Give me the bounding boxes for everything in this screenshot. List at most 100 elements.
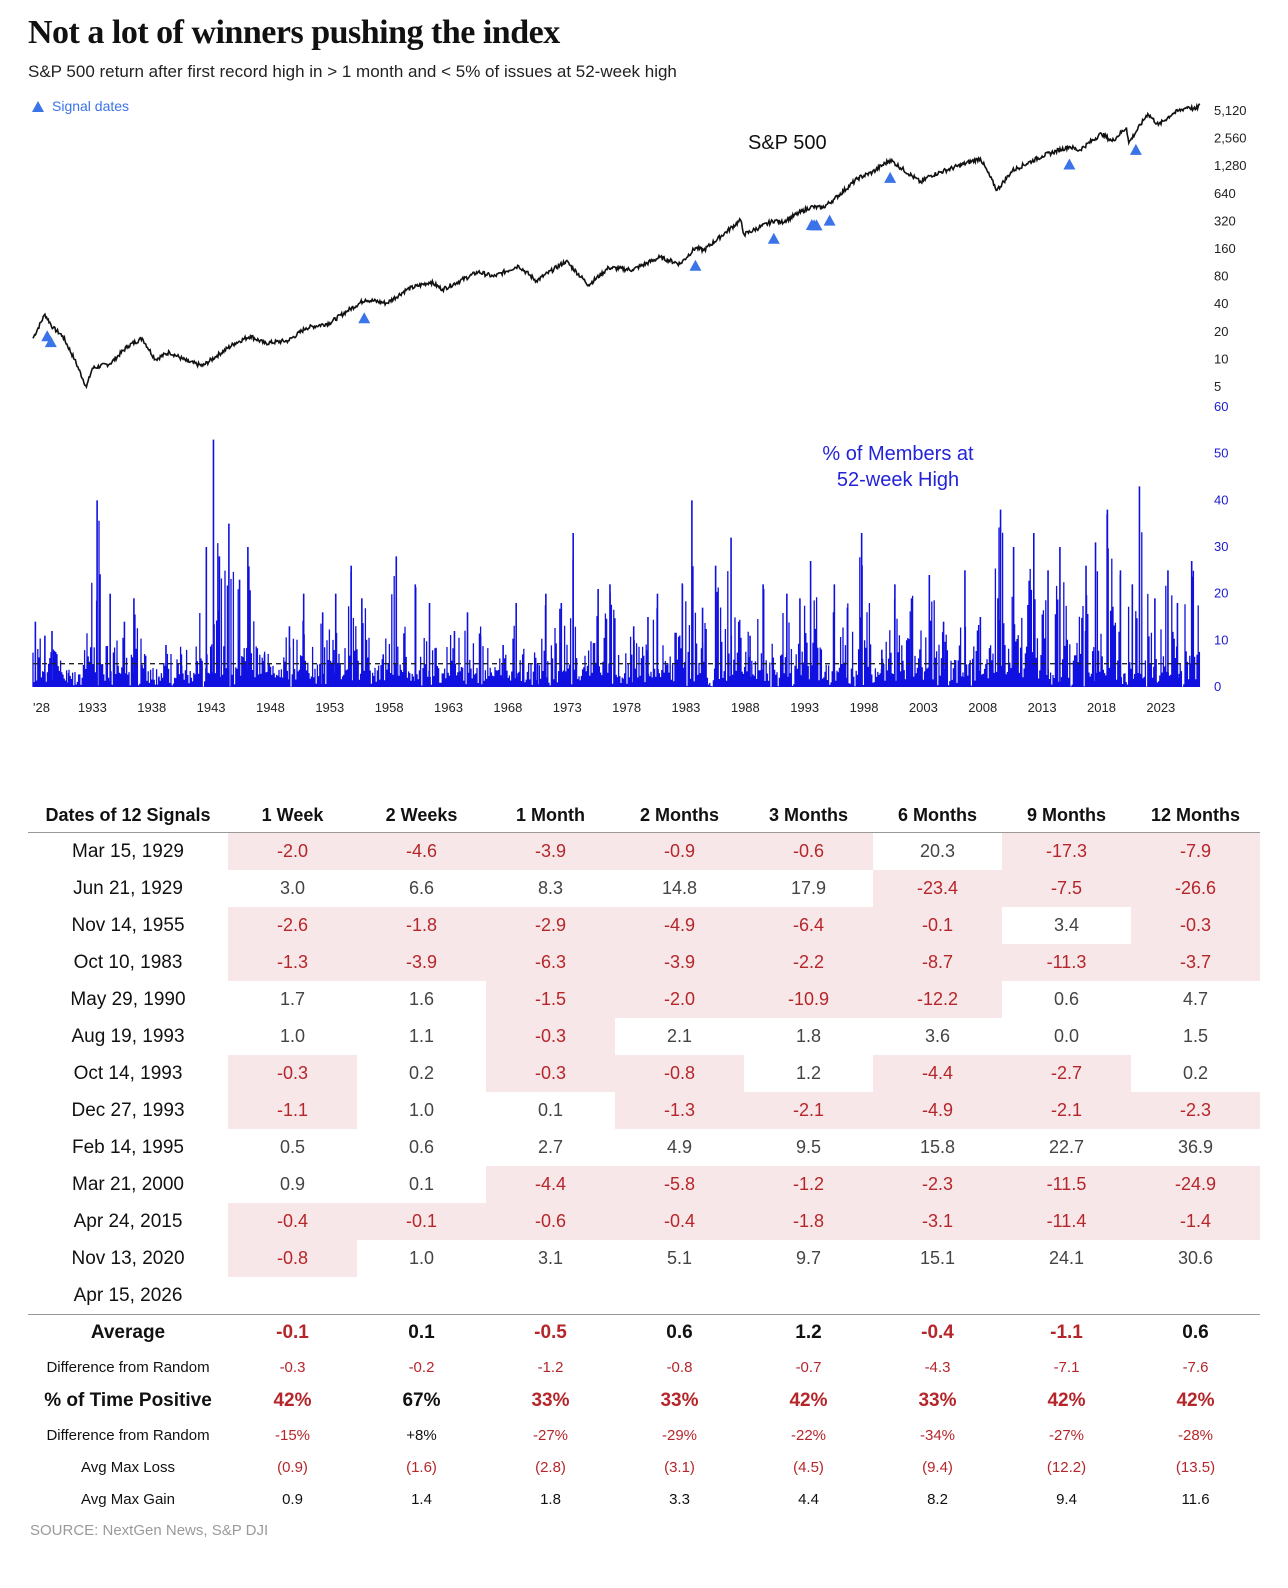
summary-cell: -7.6	[1182, 1358, 1209, 1376]
signal-date: Oct 14, 1993	[73, 1062, 183, 1084]
return-cell: -1.5	[486, 981, 615, 1018]
signal-marker	[358, 312, 371, 324]
summary-row: Average -0.1 0.1 -0.5 0.6 1.2 -0.4 -1.1 0.6	[28, 1315, 1260, 1352]
x-tick-label: 1958	[375, 700, 404, 715]
summary-cell: +8%	[406, 1426, 437, 1444]
x-tick-label: 1973	[553, 700, 582, 715]
return-cell: -8.7	[873, 944, 1002, 981]
return-cell: -0.8	[228, 1240, 357, 1277]
return-cell: 3.6	[924, 1026, 951, 1046]
return-cell: -0.4	[615, 1203, 744, 1240]
table-row: Apr 15, 2026	[28, 1277, 1260, 1314]
summary-body: Average -0.1 0.1 -0.5 0.6 1.2 -0.4 -1.1 0.6 Diffe…	[28, 1315, 1260, 1516]
return-cell: 3.1	[537, 1248, 564, 1268]
sp500-line	[32, 102, 1201, 390]
signal-date: Nov 13, 2020	[71, 1247, 185, 1269]
return-cell: -0.8	[615, 1055, 744, 1092]
table-row: Apr 24, 2015 -0.4 -0.1 -0.6 -0.4 -1.8 -3.1 -11.…	[28, 1203, 1260, 1240]
return-cell: 5.1	[666, 1248, 693, 1268]
return-cell	[228, 1277, 357, 1314]
summary-row: Difference from Random -15% +8% -27% -29% -22…	[28, 1419, 1260, 1451]
return-cell: -1.8	[744, 1203, 873, 1240]
breadth-bars	[32, 514, 1201, 687]
summary-cell: -27%	[1048, 1426, 1085, 1444]
return-cell: -3.9	[357, 944, 486, 981]
signal-date: Dec 27, 1993	[71, 1099, 185, 1121]
summary-cell: -0.7	[795, 1358, 822, 1376]
return-cell	[486, 1277, 615, 1314]
table-row: May 29, 1990 1.7 1.6 -1.5 -2.0 -10.9 -12.2 0.6 4…	[28, 981, 1260, 1018]
summary-label: Average	[90, 1322, 166, 1343]
signal-date: Mar 21, 2000	[72, 1173, 184, 1195]
summary-cell: (4.5)	[793, 1458, 824, 1476]
return-cell: 2.1	[666, 1026, 693, 1046]
summary-cell: 42%	[1176, 1390, 1215, 1411]
table-row: Mar 15, 1929 -2.0 -4.6 -3.9 -0.9 -0.6 20.3 -17.…	[28, 832, 1260, 870]
summary-cell: 4.4	[798, 1490, 819, 1508]
breadth-y-tick-label: 10	[1214, 632, 1228, 647]
return-cell: 1.0	[279, 1026, 306, 1046]
signal-date: Mar 15, 1929	[72, 840, 184, 862]
return-cell: -4.4	[873, 1055, 1002, 1092]
return-cell: 4.7	[1182, 989, 1209, 1009]
return-cell: -0.6	[744, 832, 873, 870]
summary-cell: 0.6	[1182, 1322, 1209, 1343]
y-tick-label: 160	[1214, 241, 1236, 256]
return-cell: -7.5	[1002, 870, 1131, 907]
return-cell: -3.9	[615, 944, 744, 981]
return-cell: -5.8	[615, 1166, 744, 1203]
signal-marker	[823, 214, 836, 226]
return-cell: 1.0	[408, 1100, 435, 1120]
breadth-y-tick-label: 0	[1214, 679, 1221, 694]
signal-marker	[44, 336, 57, 348]
return-cell: -12.2	[873, 981, 1002, 1018]
summary-cell: 42%	[273, 1390, 312, 1411]
return-cell: 1.7	[279, 989, 306, 1009]
return-cell: -0.4	[228, 1203, 357, 1240]
return-cell: -11.5	[1002, 1166, 1131, 1203]
x-tick-label: 2008	[968, 700, 997, 715]
summary-cell: 1.4	[411, 1490, 432, 1508]
signal-date: Oct 10, 1983	[73, 951, 183, 973]
return-cell: 22.7	[1048, 1137, 1085, 1157]
summary-cell: -0.8	[666, 1358, 693, 1376]
return-cell: 1.8	[795, 1026, 822, 1046]
summary-label: Avg Max Gain	[81, 1490, 175, 1508]
return-cell: -0.1	[357, 1203, 486, 1240]
x-tick-label: 1948	[256, 700, 285, 715]
summary-cell: (3.1)	[664, 1458, 695, 1476]
summary-cell: 33%	[531, 1390, 570, 1411]
return-cell: -3.9	[486, 832, 615, 870]
return-cell: 15.8	[919, 1137, 956, 1157]
summary-cell: (13.5)	[1175, 1458, 1216, 1476]
table-row: Aug 19, 1993 1.0 1.1 -0.3 2.1 1.8 3.6 0.0 1.5	[28, 1018, 1260, 1055]
triangle-icon	[32, 101, 44, 112]
x-tick-label: 1943	[197, 700, 226, 715]
summary-cell: -0.4	[921, 1322, 954, 1343]
summary-cell: 8.2	[927, 1490, 948, 1508]
breadth-series-label: 52-week High	[837, 469, 959, 491]
return-cell: 4.9	[666, 1137, 693, 1157]
return-cell: -11.4	[1002, 1203, 1131, 1240]
breadth-series-label: % of Members at	[822, 443, 974, 465]
summary-label: % of Time Positive	[44, 1390, 212, 1411]
return-cell: 0.1	[537, 1100, 564, 1120]
summary-cell: (1.6)	[406, 1458, 437, 1476]
chart-title: Not a lot of winners pushing the index	[28, 14, 560, 51]
summary-row: % of Time Positive 42% 67% 33% 33% 42% 33% 42% 4…	[28, 1383, 1260, 1419]
return-cell: 9.7	[795, 1248, 822, 1268]
y-tick-label: 80	[1214, 269, 1228, 284]
return-cell: -0.3	[228, 1055, 357, 1092]
signal-marker	[689, 259, 702, 271]
table-row: Jun 21, 1929 3.0 6.6 8.3 14.8 17.9 -23.4 -7.5 -2…	[28, 870, 1260, 907]
return-cell: 17.9	[790, 878, 827, 898]
return-cell: 30.6	[1177, 1248, 1214, 1268]
return-cell: 3.4	[1053, 915, 1080, 935]
signal-date: Jun 21, 1929	[73, 877, 183, 899]
table-row: Mar 21, 2000 0.9 0.1 -4.4 -5.8 -1.2 -2.3 -11.5-…	[28, 1166, 1260, 1203]
summary-cell: -29%	[661, 1426, 698, 1444]
y-tick-label: 5,120	[1214, 103, 1247, 118]
return-cell: 1.2	[795, 1063, 822, 1083]
signal-marker	[767, 232, 780, 244]
return-cell: -1.2	[744, 1166, 873, 1203]
